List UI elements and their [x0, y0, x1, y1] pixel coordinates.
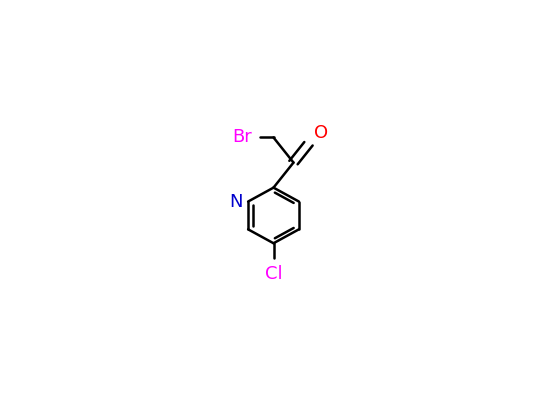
Text: Br: Br: [232, 128, 252, 146]
Text: O: O: [314, 124, 328, 142]
Text: N: N: [229, 192, 243, 210]
Text: Cl: Cl: [265, 266, 282, 284]
